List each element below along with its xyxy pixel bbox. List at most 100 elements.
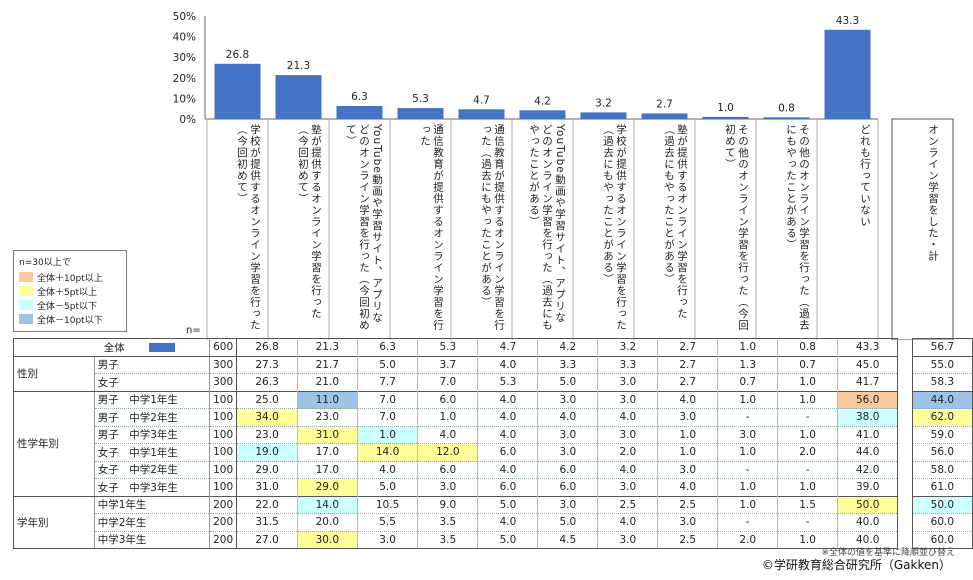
row-n: 600 [208, 338, 238, 357]
value-cell: 56.0 [911, 443, 973, 462]
value-cell: 5.5 [356, 513, 418, 532]
row-n: 100 [208, 461, 238, 479]
value-cell: 11.0 [296, 390, 358, 409]
value-cell: - [777, 461, 838, 479]
value-cell: 2.5 [657, 495, 718, 514]
gap-cell [898, 426, 912, 444]
value-cell: 58.3 [911, 373, 973, 392]
row-n: 300 [208, 373, 238, 392]
bar-value-label: 0.8 [778, 102, 795, 114]
row-label: 男子 中学3年生 [93, 426, 210, 444]
bar [214, 63, 261, 119]
total-column-header: オンライン学習をした・計 [927, 124, 939, 262]
copyright: ©学研教育総合研究所（Gakken） [761, 558, 951, 572]
bar [275, 75, 322, 119]
gap-cell [898, 479, 912, 497]
y-tick-label: 30% [173, 52, 196, 64]
value-cell: 40.0 [837, 531, 899, 549]
value-cell: 2.5 [657, 531, 718, 549]
bar-value-label: 4.7 [473, 94, 490, 106]
value-cell: 43.3 [837, 338, 899, 357]
row-n: 100 [208, 408, 238, 427]
value-cell: 31.0 [296, 426, 358, 444]
value-cell: 9.0 [417, 495, 478, 514]
value-cell: 6.0 [477, 478, 538, 497]
gap-cell [898, 444, 912, 462]
row-n: 200 [208, 513, 238, 532]
row-n: 100 [208, 390, 238, 409]
value-cell: 12.0 [417, 443, 478, 462]
gap-cell [898, 409, 912, 427]
table-row: 男子 中学3年生 100 23.0 31.0 1.0 4.0 4.0 3.0 3.0 1.0 3.0… [14, 426, 973, 444]
value-cell: 6.3 [356, 338, 418, 357]
value-cell: 56.0 [837, 390, 899, 409]
bar [580, 112, 627, 119]
value-cell: 4.7 [477, 338, 538, 357]
total-column-frame [891, 118, 954, 340]
value-cell: 5.3 [477, 373, 538, 392]
value-cell: 1.0 [777, 426, 838, 444]
table-row: 学年別 中学1年生 200 22.0 14.0 10.5 9.0 5.0 3.0 2.5 2.5 1.… [13, 495, 973, 549]
bar [763, 117, 810, 119]
row-label: 全体 [13, 338, 210, 357]
value-cell: 3.3 [537, 355, 598, 374]
bar-value-label: 2.7 [656, 98, 673, 110]
value-cell: 38.0 [837, 408, 899, 427]
value-cell: 23.0 [296, 408, 358, 427]
value-cell: 4.5 [537, 531, 598, 549]
category-header: 通信教育が提供するオンライン学習を行った（過去にもやったことがある） [480, 124, 505, 331]
value-cell: 1.0 [717, 390, 778, 409]
table-row: 性学年別 男子 中学1年生 100 25.0 11.0 7.0 6.0 4.0 3.0 3.0 4.… [13, 390, 973, 497]
table-row: 中学3年生 200 27.0 30.0 3.0 3.5 5.0 4.5 3.0 2.5 2.0 1.0… [14, 531, 973, 549]
value-cell: 10.5 [356, 495, 418, 514]
value-cell: 55.0 [911, 355, 973, 374]
row-label: 女子 中学1年生 [93, 443, 210, 462]
row-label: 中学1年生 [93, 495, 210, 514]
value-cell: 1.0 [717, 443, 778, 462]
value-cell: 4.0 [657, 390, 718, 409]
category-header: どれも行っていない [859, 124, 871, 228]
legend-label: 全体＋10pt以上 [37, 273, 103, 284]
value-cell: 3.0 [417, 478, 478, 497]
value-cell: 6.0 [477, 443, 538, 462]
value-cell: 3.0 [717, 426, 778, 444]
group-label: 性別 [13, 355, 95, 392]
value-cell: 6.0 [417, 461, 478, 479]
legend-label: 全体－10pt以下 [37, 315, 103, 326]
value-cell: 3.0 [657, 408, 718, 427]
value-cell: 44.0 [837, 443, 899, 462]
value-cell: - [717, 513, 778, 532]
legend-swatch [19, 272, 33, 282]
value-cell: 2.0 [777, 443, 838, 462]
value-cell: - [717, 461, 778, 479]
legend-swatch [19, 286, 33, 296]
legend-swatch [19, 300, 33, 310]
value-cell: 1.0 [777, 531, 838, 549]
value-cell: 5.3 [417, 338, 478, 357]
value-cell: 31.0 [236, 478, 298, 497]
value-cell: 1.0 [657, 426, 718, 444]
value-cell: 1.0 [777, 478, 838, 497]
table-row: 女子 300 26.3 21.0 7.7 7.0 5.3 5.0 3.0 2.7 0.7 1.0 41.… [14, 373, 973, 392]
gap-cell [898, 496, 912, 514]
table-row-total: 全体 600 26.8 21.3 6.3 5.3 4.7 4.2 3.2 2.7 1.0 0.8 43.… [13, 338, 973, 357]
gap-cell [898, 514, 912, 532]
value-cell: - [777, 513, 838, 532]
value-cell: 56.7 [911, 338, 973, 357]
legend-item-plus10: 全体＋10pt以上 [19, 271, 103, 284]
bar [336, 106, 383, 119]
value-cell: 5.0 [537, 513, 598, 532]
row-n: 100 [208, 426, 238, 444]
value-cell: 58.0 [911, 461, 973, 479]
row-n: 200 [208, 531, 238, 549]
value-cell: 1.0 [356, 426, 418, 444]
category-header: 塾が提供するオンライン学習を行った（過去にもやったことがある） [663, 124, 688, 320]
value-cell: 2.7 [657, 355, 718, 374]
value-cell: 4.0 [477, 426, 538, 444]
value-cell: 4.0 [417, 426, 478, 444]
group-label: 学年別 [13, 495, 95, 549]
value-cell: 23.0 [236, 426, 298, 444]
value-cell: 1.0 [417, 408, 478, 427]
value-cell: 1.0 [657, 443, 718, 462]
value-cell: 7.0 [417, 373, 478, 392]
